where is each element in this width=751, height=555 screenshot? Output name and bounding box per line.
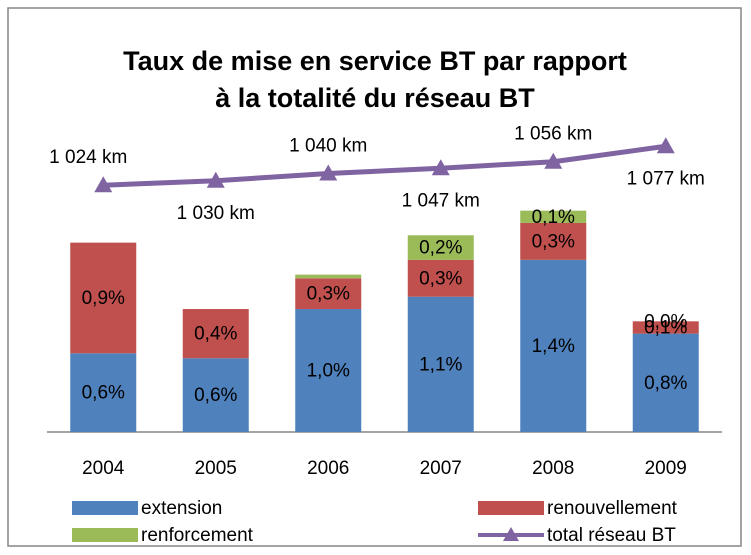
legend-label: renouvellement bbox=[547, 498, 678, 519]
data-label: 0,3% bbox=[307, 284, 350, 305]
legend-label: total réseau BT bbox=[547, 525, 676, 546]
data-label: 0,6% bbox=[82, 383, 125, 404]
data-label: 0,8% bbox=[644, 373, 687, 394]
bar-segment bbox=[632, 333, 699, 432]
data-label: 0,1% bbox=[532, 207, 575, 228]
data-label: 0,3% bbox=[419, 268, 462, 289]
x-tick-label: 2007 bbox=[420, 458, 462, 479]
x-tick-label: 2004 bbox=[82, 458, 125, 479]
bar-segment bbox=[407, 259, 474, 297]
bar-segment bbox=[520, 210, 587, 223]
data-label: 1 040 km bbox=[289, 135, 367, 156]
data-label: 0,3% bbox=[532, 231, 575, 252]
bar-segment bbox=[520, 259, 587, 432]
data-label: 1,4% bbox=[532, 336, 575, 357]
data-label: 0,1% bbox=[644, 317, 687, 338]
x-tick-label: 2009 bbox=[645, 458, 687, 479]
bar-segment bbox=[70, 353, 137, 432]
line-marker bbox=[431, 159, 450, 176]
data-label: 1 077 km bbox=[627, 168, 705, 189]
legend-swatch bbox=[478, 501, 544, 515]
bar-segment bbox=[295, 309, 362, 432]
bar-segment bbox=[70, 242, 137, 354]
legend-swatch bbox=[503, 527, 519, 541]
x-tick-label: 2005 bbox=[195, 458, 237, 479]
bar-segment bbox=[632, 321, 699, 334]
bar-segment bbox=[295, 278, 362, 310]
data-label: 1 030 km bbox=[177, 203, 255, 224]
x-tick-label: 2006 bbox=[307, 458, 349, 479]
data-label: 0,6% bbox=[194, 385, 237, 406]
bar-segment bbox=[407, 235, 474, 260]
line-marker bbox=[206, 171, 225, 188]
legend-swatch bbox=[72, 501, 138, 515]
data-label: 0,0% bbox=[644, 311, 687, 332]
data-label: 1 047 km bbox=[402, 190, 480, 211]
legend-label: renforcement bbox=[141, 525, 254, 546]
data-label: 1,1% bbox=[419, 354, 462, 375]
bar-segment bbox=[182, 309, 249, 359]
bar-segment bbox=[182, 358, 249, 432]
bar-segment bbox=[407, 296, 474, 432]
bar-segment bbox=[295, 274, 362, 279]
line-marker bbox=[94, 176, 113, 193]
data-label: 0,2% bbox=[419, 238, 462, 259]
data-label: 1,0% bbox=[307, 361, 350, 382]
legend-label: extension bbox=[141, 498, 222, 519]
line bbox=[103, 143, 667, 188]
chart-title: Taux de mise en service BT par rapport bbox=[123, 46, 627, 76]
x-tick-label: 2008 bbox=[532, 458, 574, 479]
data-label: 1 024 km bbox=[49, 147, 127, 168]
bar-segment bbox=[520, 222, 587, 260]
line-marker bbox=[656, 137, 675, 154]
line-marker bbox=[544, 152, 563, 169]
chart-title: à la totalité du réseau BT bbox=[215, 83, 535, 113]
legend-swatch bbox=[72, 528, 138, 542]
data-label: 0,9% bbox=[82, 288, 125, 309]
line-marker bbox=[319, 164, 338, 181]
data-label: 1 056 km bbox=[514, 124, 592, 145]
data-label: 0,4% bbox=[194, 324, 237, 345]
